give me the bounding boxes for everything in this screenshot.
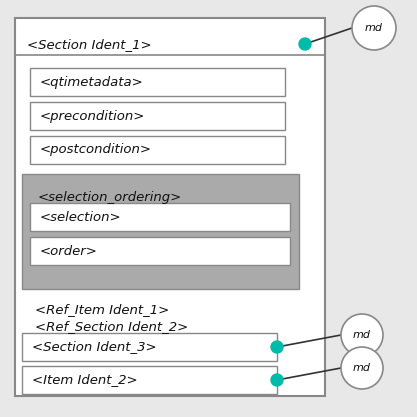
Bar bbox=[22, 174, 299, 289]
Text: md: md bbox=[365, 23, 383, 33]
Bar bbox=[30, 102, 285, 130]
Circle shape bbox=[271, 341, 283, 353]
Circle shape bbox=[352, 6, 396, 50]
Text: <selection>: <selection> bbox=[40, 211, 122, 224]
Text: <Section Ident_1>: <Section Ident_1> bbox=[27, 38, 152, 51]
Text: <Item Ident_2>: <Item Ident_2> bbox=[32, 374, 138, 387]
Text: <selection_ordering>: <selection_ordering> bbox=[38, 191, 182, 204]
Bar bbox=[30, 203, 290, 231]
Bar bbox=[30, 237, 290, 265]
Text: <qtimetadata>: <qtimetadata> bbox=[40, 75, 144, 88]
Text: <postcondition>: <postcondition> bbox=[40, 143, 152, 156]
Text: <Ref_Item Ident_1>: <Ref_Item Ident_1> bbox=[35, 303, 169, 316]
Circle shape bbox=[299, 38, 311, 50]
Circle shape bbox=[341, 314, 383, 356]
Circle shape bbox=[341, 347, 383, 389]
Text: <Section Ident_3>: <Section Ident_3> bbox=[32, 341, 157, 354]
Text: <precondition>: <precondition> bbox=[40, 110, 146, 123]
Text: <Ref_Section Ident_2>: <Ref_Section Ident_2> bbox=[35, 320, 188, 333]
Bar bbox=[15, 18, 325, 396]
Bar bbox=[22, 366, 277, 394]
Bar bbox=[30, 136, 285, 164]
Text: md: md bbox=[353, 330, 371, 340]
Bar bbox=[30, 68, 285, 96]
Text: <order>: <order> bbox=[40, 244, 98, 258]
Bar bbox=[22, 333, 277, 361]
Circle shape bbox=[271, 374, 283, 386]
Text: md: md bbox=[353, 363, 371, 373]
